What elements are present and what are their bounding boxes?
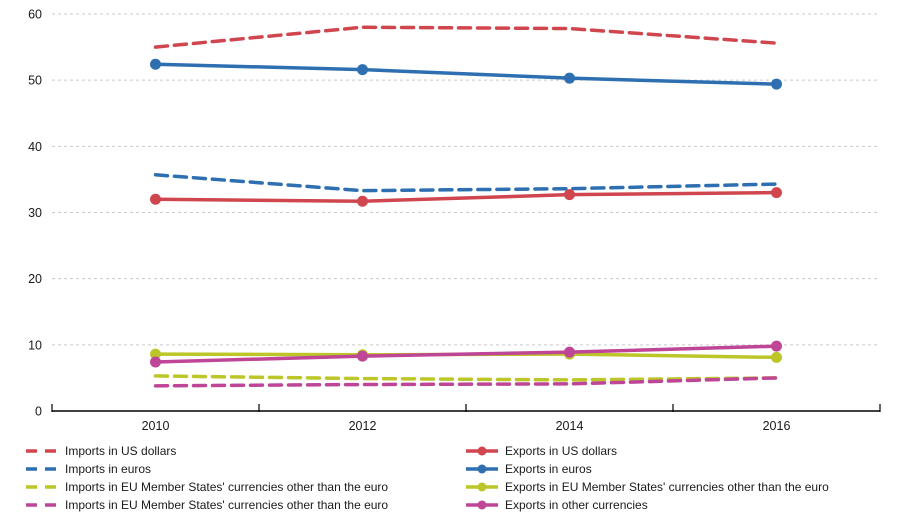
x-tick-label: 2016 <box>763 419 791 433</box>
solid-line-dot-swatch-icon <box>466 446 498 456</box>
solid-line-dot-swatch-icon <box>466 464 498 474</box>
y-tick-label: 30 <box>28 206 42 220</box>
legend-item: Exports in other currencies <box>465 496 895 514</box>
legend-item: Exports in US dollars <box>465 442 895 460</box>
legend-item: Imports in EU Member States' currencies … <box>25 478 455 496</box>
data-point <box>771 340 782 352</box>
legend-item-label: Imports in US dollars <box>65 444 177 458</box>
x-tick-label: 2014 <box>556 419 584 433</box>
legend-item: Imports in euros <box>25 460 455 478</box>
dashed-line-swatch-icon <box>26 467 58 471</box>
legend-item-label: Imports in EU Member States' currencies … <box>65 480 389 494</box>
y-tick-label: 20 <box>28 272 42 286</box>
data-point <box>150 58 161 70</box>
legend-item: Imports in EU Member States' currencies … <box>25 496 455 514</box>
legend-item: Exports in euros <box>465 460 895 478</box>
series-line-5 <box>153 62 779 86</box>
data-point <box>564 72 575 84</box>
series-line-0 <box>153 25 779 49</box>
dashed-line-swatch-icon <box>26 503 58 507</box>
legend-item-label: Imports in EU Member States' currencies … <box>65 498 389 512</box>
chart-legend: Imports in US dollars Imports in euros Imp… <box>0 440 901 521</box>
data-point <box>150 193 161 205</box>
legend-item-label: Exports in US dollars <box>505 444 618 458</box>
series-line-4 <box>153 190 779 204</box>
dashed-line-swatch-icon <box>26 485 58 489</box>
series-line-2 <box>153 374 779 382</box>
y-tick-label: 50 <box>28 74 42 88</box>
y-tick-label: 40 <box>28 140 42 154</box>
data-point <box>150 356 161 368</box>
chart-svg: 0 10 20 30 40 50 60 2010 2012 2014 2016 <box>28 8 881 433</box>
data-point <box>771 187 782 199</box>
legend-column-imports: Imports in US dollars Imports in euros Imp… <box>25 442 455 514</box>
solid-line-dot-swatch-icon <box>466 482 498 492</box>
solid-line-dot-swatch-icon <box>466 500 498 510</box>
data-point <box>564 346 575 358</box>
series-line-3 <box>153 376 779 388</box>
data-point <box>564 189 575 201</box>
legend-item: Imports in US dollars <box>25 442 455 460</box>
data-point <box>357 350 368 362</box>
legend-item: Exports in EU Member States' currencies … <box>465 478 895 496</box>
legend-item-label: Exports in euros <box>505 462 592 476</box>
line-chart: 0 10 20 30 40 50 60 2010 2012 2014 2016 <box>28 8 881 433</box>
series-line-1 <box>153 173 779 193</box>
y-tick-label: 60 <box>28 8 42 22</box>
x-tick-label: 2012 <box>349 419 377 433</box>
series-line-7 <box>153 344 779 364</box>
legend-item-label: Imports in euros <box>65 462 152 476</box>
data-point <box>771 351 782 363</box>
y-tick-label: 0 <box>35 405 42 419</box>
data-point <box>150 348 161 360</box>
legend-item-label: Exports in EU Member States' currencies … <box>505 480 829 494</box>
legend-column-exports: Exports in US dollars Exports in euros Exp… <box>465 442 895 514</box>
data-point <box>357 195 368 207</box>
data-point <box>771 78 782 90</box>
x-tick-label: 2010 <box>142 419 170 433</box>
y-tick-label: 10 <box>28 338 42 352</box>
dashed-line-swatch-icon <box>26 449 58 453</box>
data-point <box>357 64 368 76</box>
legend-item-label: Exports in other currencies <box>505 498 648 512</box>
